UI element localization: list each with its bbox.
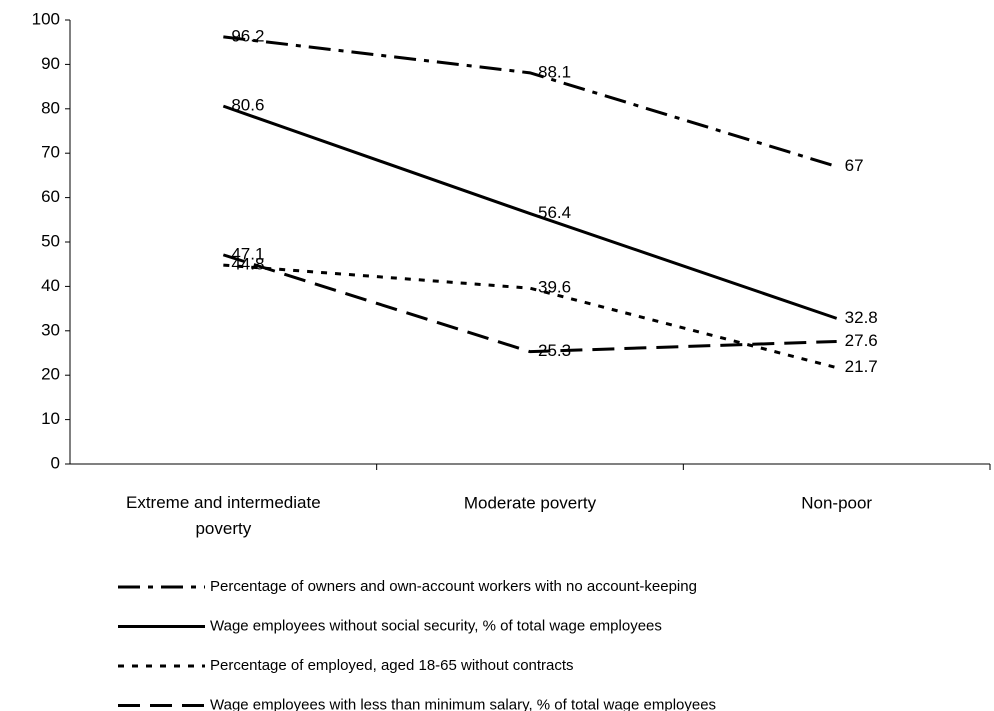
data-label: 39.6	[538, 278, 571, 297]
data-label: 25.3	[538, 341, 571, 360]
y-tick-label: 80	[41, 98, 60, 117]
data-label: 47.1	[231, 244, 264, 263]
y-tick-label: 50	[41, 231, 60, 250]
y-tick-label: 10	[41, 409, 60, 428]
data-label: 67	[845, 156, 864, 175]
data-label: 56.4	[538, 203, 571, 222]
legend-label: Wage employees with less than minimum sa…	[210, 696, 716, 711]
legend-label: Wage employees without social security, …	[210, 617, 662, 634]
data-label: 80.6	[231, 96, 264, 115]
x-tick-label: Non-poor	[801, 493, 872, 512]
data-label: 88.1	[538, 62, 571, 81]
y-tick-label: 90	[41, 54, 60, 73]
legend-label: Percentage of employed, aged 18-65 witho…	[210, 657, 574, 674]
series-line	[223, 263, 838, 370]
data-label: 96.2	[231, 26, 264, 45]
y-tick-label: 20	[41, 365, 60, 384]
x-tick-label: Extreme and intermediate poverty	[126, 493, 321, 538]
data-label: 21.7	[845, 357, 878, 376]
y-tick-label: 0	[51, 453, 60, 472]
series-line	[223, 35, 838, 168]
x-tick-label: Moderate poverty	[464, 493, 597, 512]
y-tick-label: 100	[32, 9, 60, 28]
y-tick-label: 30	[41, 320, 60, 339]
legend-label: Percentage of owners and own-account wor…	[210, 578, 697, 595]
y-tick-label: 40	[41, 276, 60, 295]
series-line	[222, 253, 837, 354]
y-tick-label: 70	[41, 143, 60, 162]
y-tick-label: 60	[41, 187, 60, 206]
data-label: 27.6	[845, 331, 878, 350]
series-line	[222, 104, 838, 320]
data-label: 32.8	[845, 308, 878, 327]
